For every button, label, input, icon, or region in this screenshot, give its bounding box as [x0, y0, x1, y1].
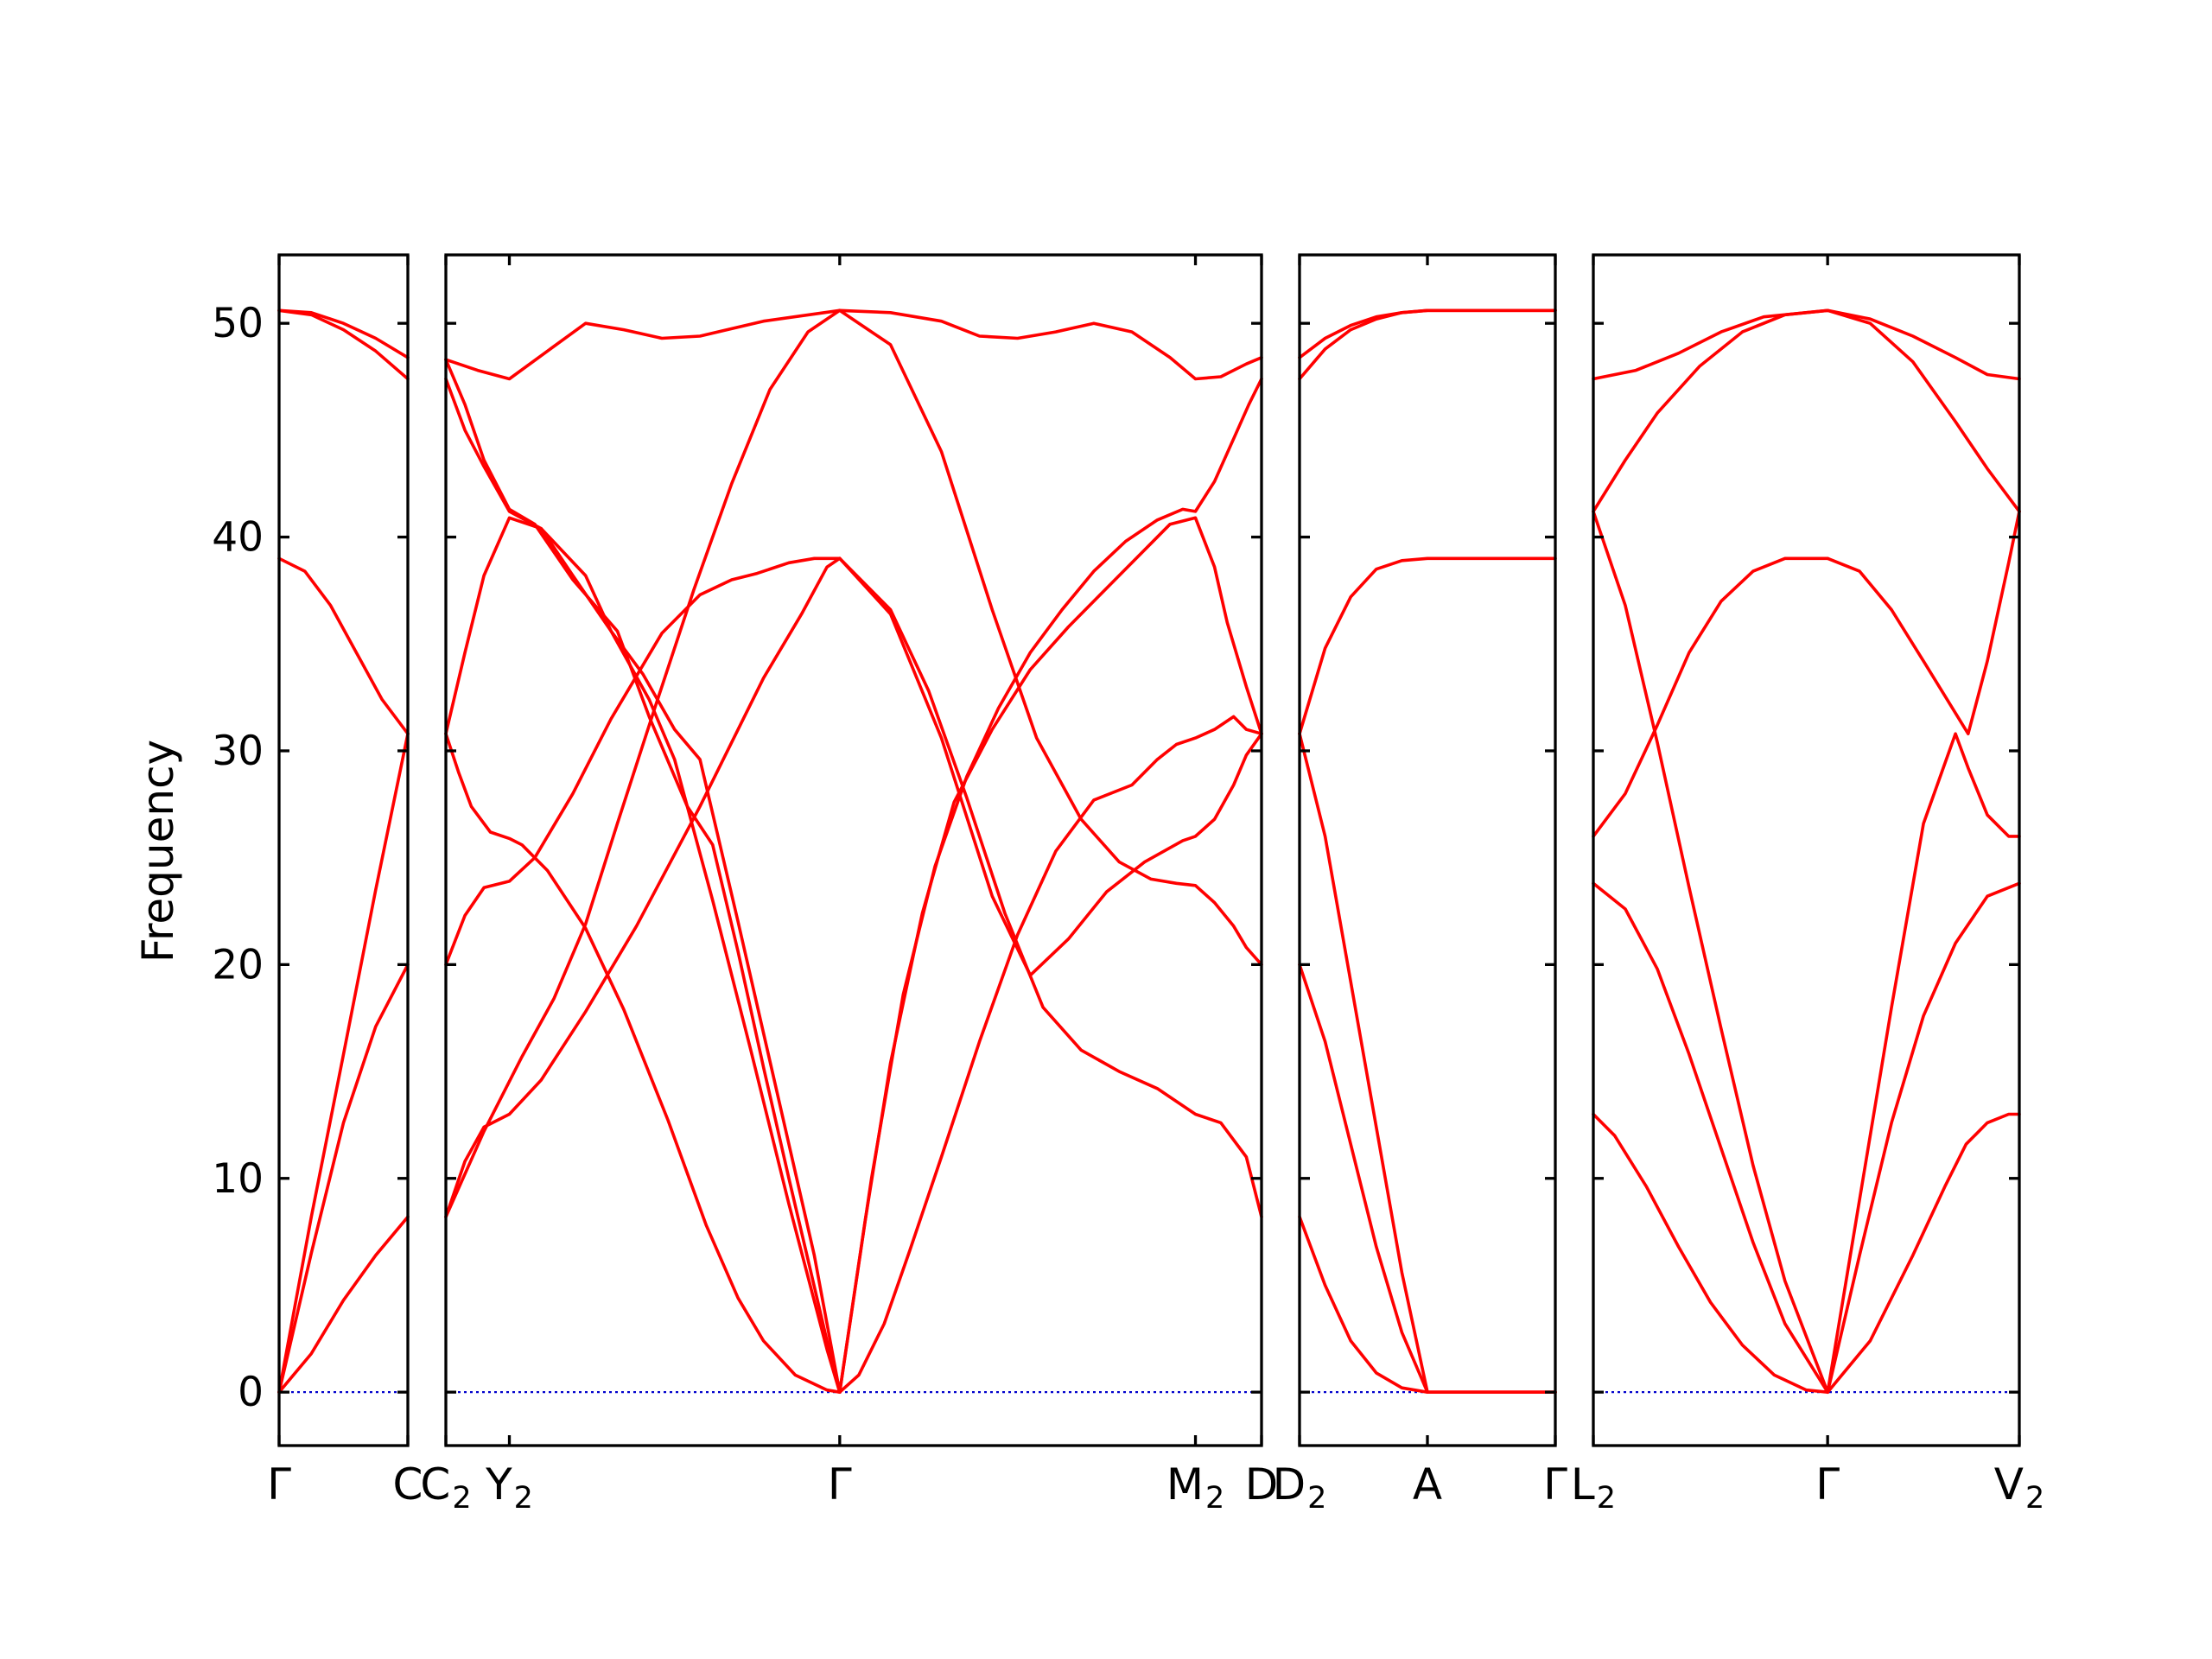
band-line-3-5	[1298, 308, 1557, 381]
band-line-2-13	[838, 556, 1263, 977]
xtick-label: Γ	[267, 1459, 291, 1510]
band-line-4-10	[1826, 510, 2021, 735]
ytick-label: 50	[212, 300, 264, 347]
band-line-1-1	[277, 1215, 410, 1394]
band-line-2-10	[838, 516, 1263, 1394]
band-line-4-6	[1592, 308, 1829, 381]
axes-frame	[277, 253, 410, 1447]
band-line-2-14	[838, 308, 1263, 967]
xtick-label: L2	[1571, 1459, 1616, 1516]
axes-3: D2 A Γ	[1273, 253, 1567, 1516]
band-line-2-9	[838, 715, 1263, 1394]
band-line-2-1	[444, 556, 842, 1219]
band-line-2-2	[444, 556, 842, 967]
band-line-2-11	[838, 377, 1263, 1394]
ytick-label: 30	[212, 728, 264, 775]
axes-frame	[1592, 253, 2021, 1447]
band-line-1-2	[277, 963, 410, 1394]
band-line-3-6	[1298, 308, 1557, 359]
ytick-label: 10	[212, 1155, 264, 1203]
axes-frame	[444, 253, 1263, 1447]
band-line-4-3	[1592, 510, 1829, 1394]
band-line-4-11	[1826, 308, 2021, 513]
xtick-label: C	[393, 1459, 423, 1510]
xtick-label: V2	[1994, 1459, 2045, 1516]
xtick-label: A	[1413, 1459, 1442, 1510]
band-line-2-12	[838, 556, 1263, 1219]
xtick-label: D	[1245, 1459, 1279, 1510]
ytick-label: 0	[238, 1369, 264, 1416]
xtick-label: C2	[420, 1459, 471, 1516]
band-line-4-5	[1592, 308, 1829, 513]
band-line-2-6	[444, 358, 842, 1394]
xtick-label: Γ	[828, 1459, 852, 1510]
band-line-4-2	[1592, 881, 1829, 1394]
xtick-label: M2	[1166, 1459, 1224, 1516]
ytick-label: 40	[212, 514, 264, 562]
xtick-label: Γ	[1815, 1459, 1840, 1510]
axes-frame	[1298, 253, 1557, 1447]
axes-1: 0 10 20 30 40 50 Γ C	[212, 253, 423, 1510]
band-line-4-9	[1826, 732, 2021, 1394]
band-line-1-4	[277, 556, 410, 735]
band-line-4-12	[1826, 308, 2021, 381]
xtick-label: Y2	[485, 1459, 533, 1516]
band-line-4-7	[1826, 1112, 2021, 1394]
band-line-3-2	[1298, 963, 1557, 1394]
y-axis-label: Frequency	[133, 740, 183, 963]
band-line-1-6	[277, 308, 410, 359]
band-line-3-4	[1298, 556, 1557, 735]
band-line-3-3	[1298, 732, 1557, 1394]
axes-2: C2 Y2 Γ M2 D	[420, 253, 1279, 1516]
band-line-2-8	[444, 308, 842, 1219]
xtick-label: Γ	[1543, 1459, 1567, 1510]
band-line-2-7	[444, 308, 842, 381]
band-line-4-1	[1592, 1112, 1829, 1394]
band-line-1-3	[277, 732, 410, 1394]
axes-4: L2 Γ V2	[1571, 253, 2045, 1516]
band-line-3-1	[1298, 1215, 1557, 1394]
xtick-label: D2	[1273, 1459, 1327, 1516]
band-line-2-3	[444, 732, 842, 1394]
ytick-label: 20	[212, 941, 264, 988]
band-line-4-4	[1592, 556, 1829, 838]
band-line-4-8	[1826, 881, 2021, 1394]
band-line-2-15	[838, 308, 1263, 381]
